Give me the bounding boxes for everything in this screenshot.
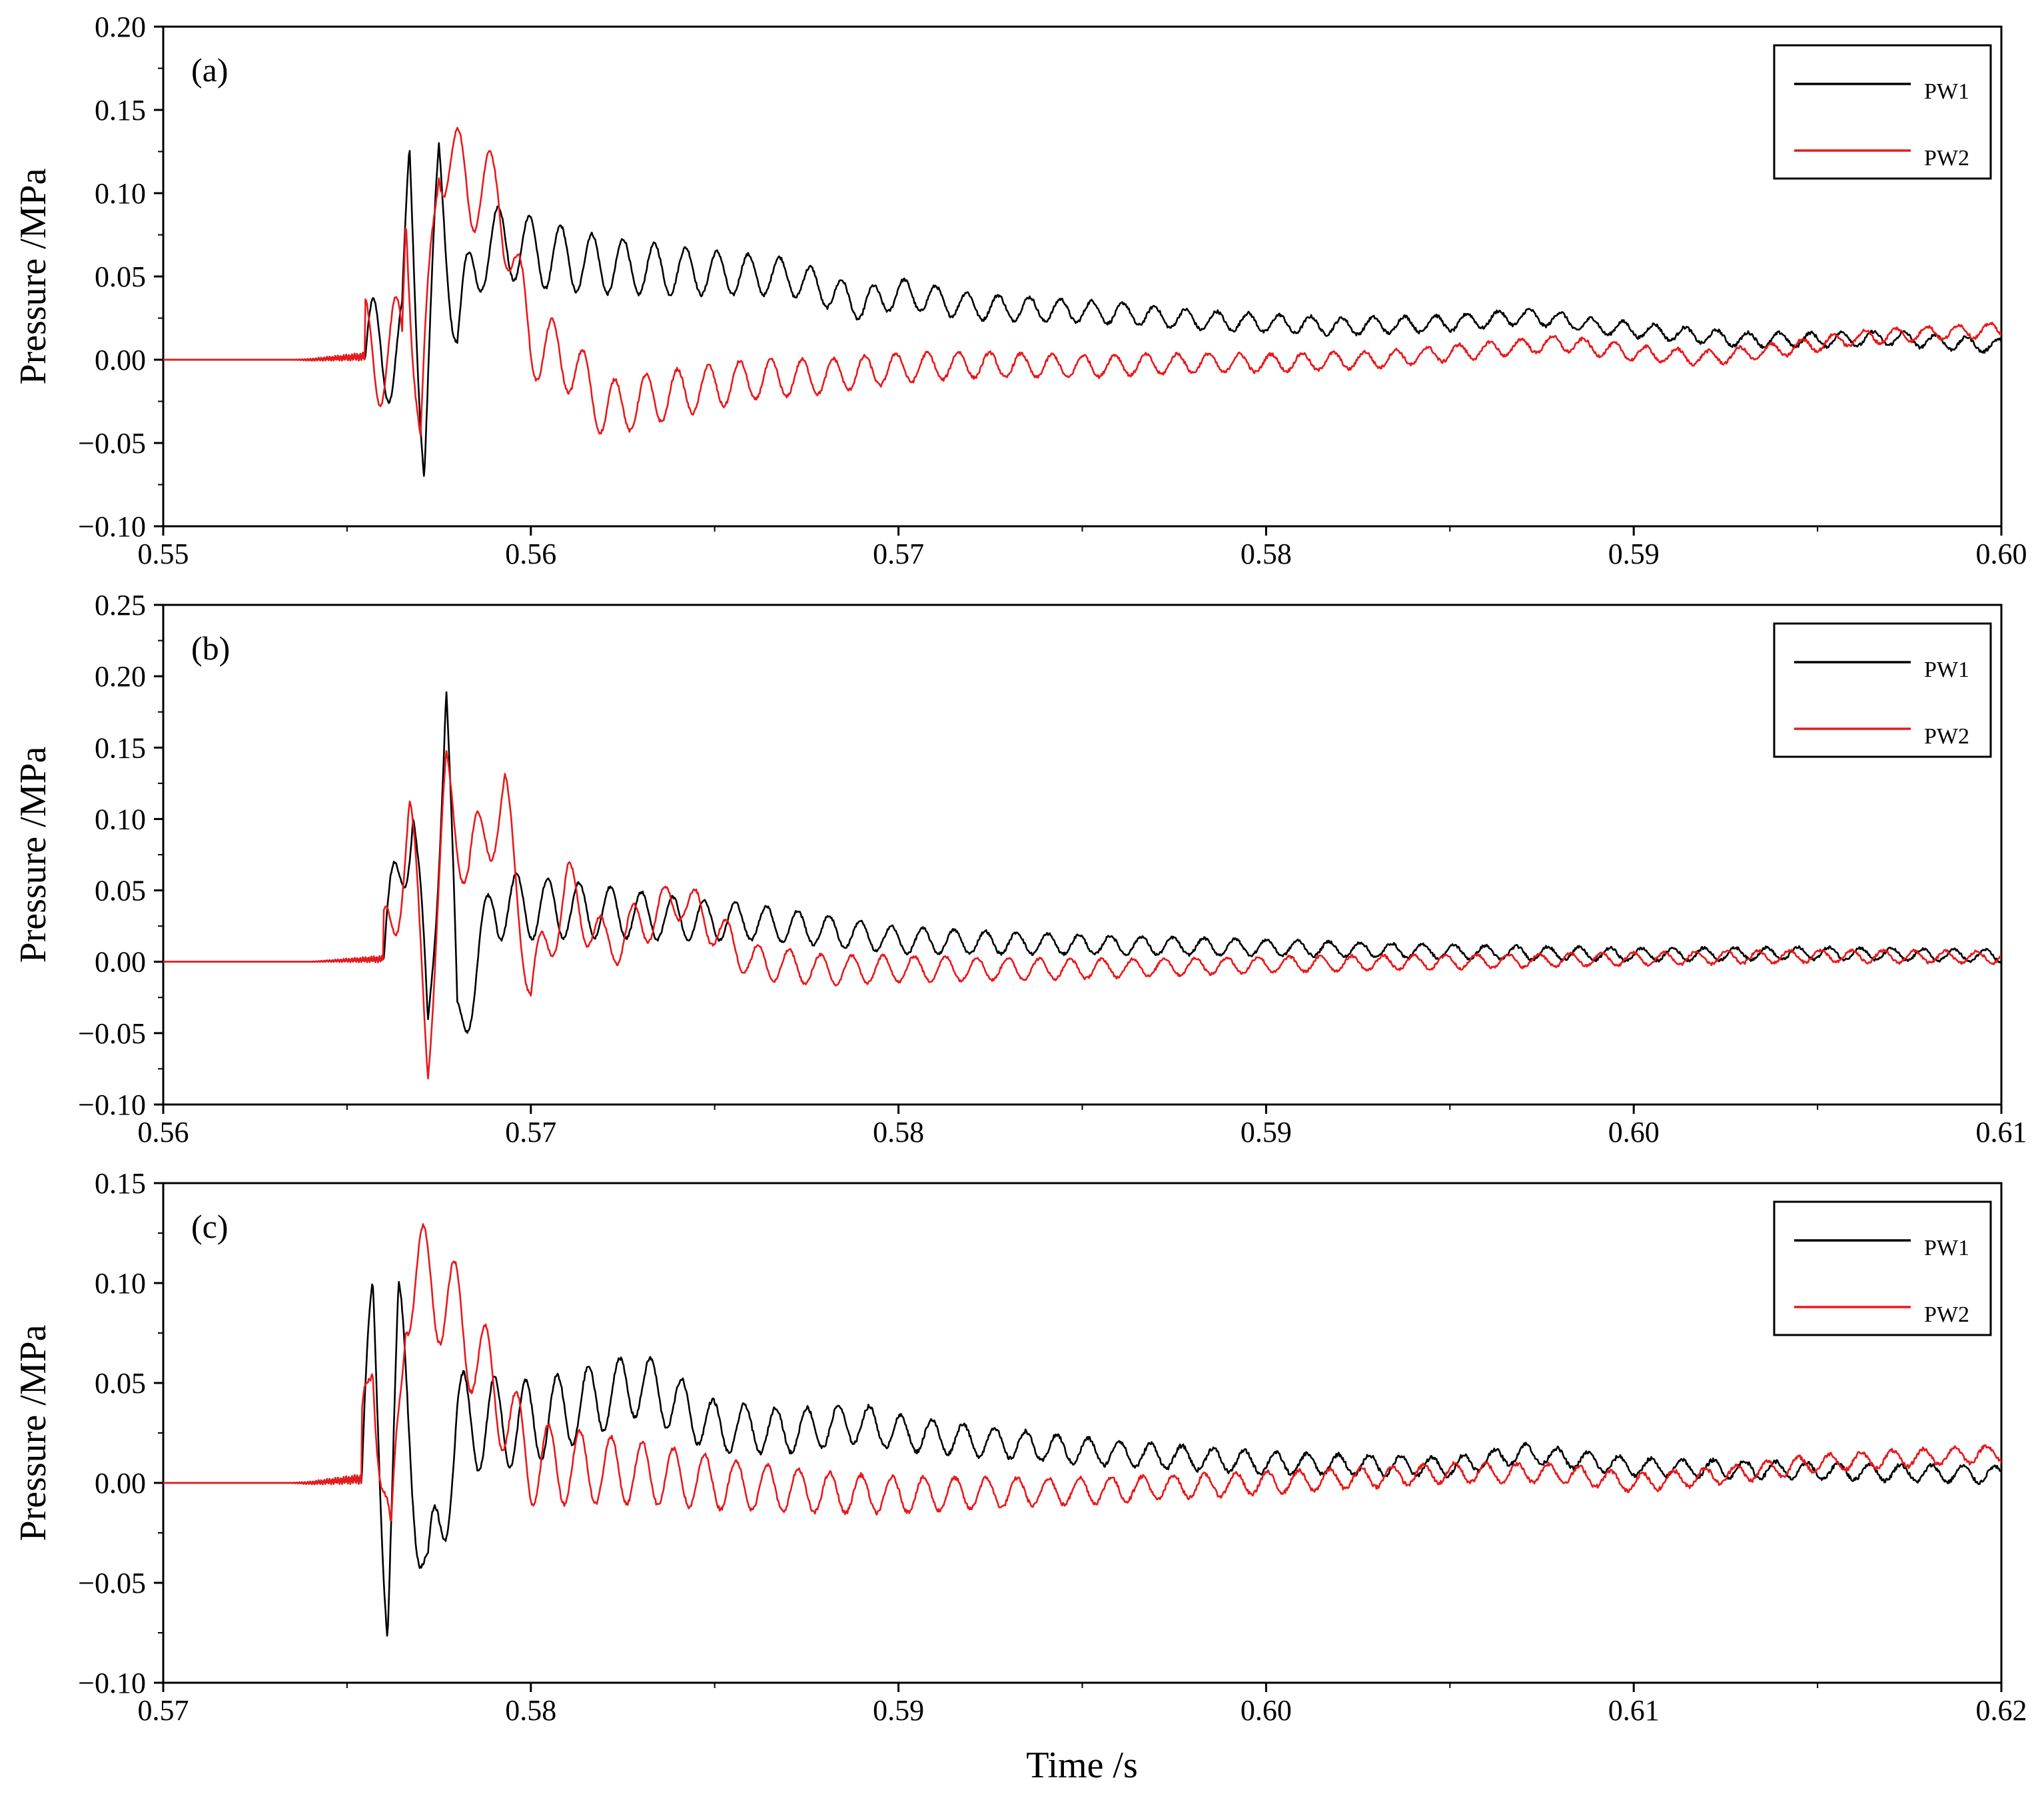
series-line-pw1 <box>163 1280 2001 1637</box>
x-tick-label: 0.59 <box>1241 1116 1292 1148</box>
x-tick-label: 0.58 <box>873 1116 924 1148</box>
x-tick-label: 0.60 <box>1241 1694 1292 1727</box>
x-tick-label: 0.59 <box>873 1694 924 1727</box>
y-axis-label: Pressure /MPa <box>13 1324 54 1541</box>
x-axis-label: Time /s <box>1026 1745 1138 1786</box>
x-tick-label: 0.62 <box>1976 1694 2027 1727</box>
panel-c: 0.57 0.58 0.59 0.60 0.61 0.62 −0.10 −0.05 0.00 0.… <box>13 1167 2027 1727</box>
x-tick-label: 0.58 <box>1241 538 1292 570</box>
y-tick-label: −0.10 <box>78 1089 146 1121</box>
y-tick-label: 0.05 <box>95 1367 146 1400</box>
legend-box <box>1773 622 1992 758</box>
x-tick-label: 0.57 <box>505 1116 556 1148</box>
panel-a: 0.55 0.56 0.57 0.58 0.59 0.60 −0.10 −0.05 0.00 0.… <box>13 11 2027 570</box>
legend-box <box>1773 1200 1992 1336</box>
y-tick-label: −0.05 <box>78 1567 146 1599</box>
y-tick-label: 0.10 <box>95 177 146 210</box>
panel-label: (b) <box>191 630 230 667</box>
x-tick-label: 0.59 <box>1608 538 1660 570</box>
y-tick-label: 0.20 <box>95 660 146 693</box>
y-tick-label: −0.05 <box>78 427 146 460</box>
y-tick-label: −0.05 <box>78 1017 146 1050</box>
y-tick-label: 0.15 <box>95 94 146 127</box>
x-tick-label: 0.60 <box>1608 1116 1660 1148</box>
series-line-pw1 <box>163 142 2001 477</box>
legend-label-pw1: PW1 <box>1924 658 1969 682</box>
x-tick-label: 0.55 <box>138 538 189 570</box>
panel-label: (c) <box>191 1208 229 1245</box>
series-line-pw2 <box>163 750 2001 1080</box>
x-tick-label: 0.60 <box>1976 538 2027 570</box>
series-line-pw2 <box>163 127 2001 436</box>
y-tick-label: 0.15 <box>95 731 146 764</box>
y-tick-label: 0.05 <box>95 260 146 293</box>
legend-label-pw1: PW1 <box>1924 1236 1969 1260</box>
x-tick-label: 0.61 <box>1976 1116 2027 1148</box>
y-tick-label: 0.10 <box>95 803 146 835</box>
y-tick-label: 0.10 <box>95 1267 146 1300</box>
x-tick-label: 0.61 <box>1608 1694 1660 1727</box>
plot-frame-c <box>162 1182 2003 1684</box>
y-tick-label: 0.25 <box>95 589 146 622</box>
legend-box <box>1773 44 1992 180</box>
x-tick-label: 0.57 <box>873 538 924 570</box>
y-tick-label: −0.10 <box>78 510 146 543</box>
y-tick-label: 0.00 <box>95 1467 146 1500</box>
x-tick-label: 0.56 <box>505 538 556 570</box>
legend-label-pw1: PW1 <box>1924 79 1969 104</box>
x-tick-label: 0.56 <box>138 1116 189 1148</box>
series-line-pw2 <box>163 1223 2001 1522</box>
y-tick-label: 0.00 <box>95 344 146 376</box>
x-tick-label: 0.58 <box>505 1694 556 1727</box>
plot-frame-a <box>162 25 2003 528</box>
legend-label-pw2: PW2 <box>1924 724 1969 749</box>
y-tick-label: 0.15 <box>95 1167 146 1200</box>
panel-label: (a) <box>191 51 229 89</box>
y-tick-label: −0.10 <box>78 1667 146 1699</box>
panel-b: 0.56 0.57 0.58 0.59 0.60 0.61 −0.10 −0.05 0.00 0.… <box>13 589 2027 1148</box>
y-axis-label: Pressure /MPa <box>13 746 54 963</box>
y-tick-label: 0.05 <box>95 875 146 907</box>
legend-label-pw2: PW2 <box>1924 1302 1969 1327</box>
y-tick-label: 0.00 <box>95 946 146 979</box>
y-axis-label: Pressure /MPa <box>13 168 54 384</box>
legend-label-pw2: PW2 <box>1924 146 1969 171</box>
series-line-pw1 <box>163 691 2001 1034</box>
y-tick-label: 0.20 <box>95 11 146 43</box>
x-tick-label: 0.57 <box>138 1694 189 1727</box>
